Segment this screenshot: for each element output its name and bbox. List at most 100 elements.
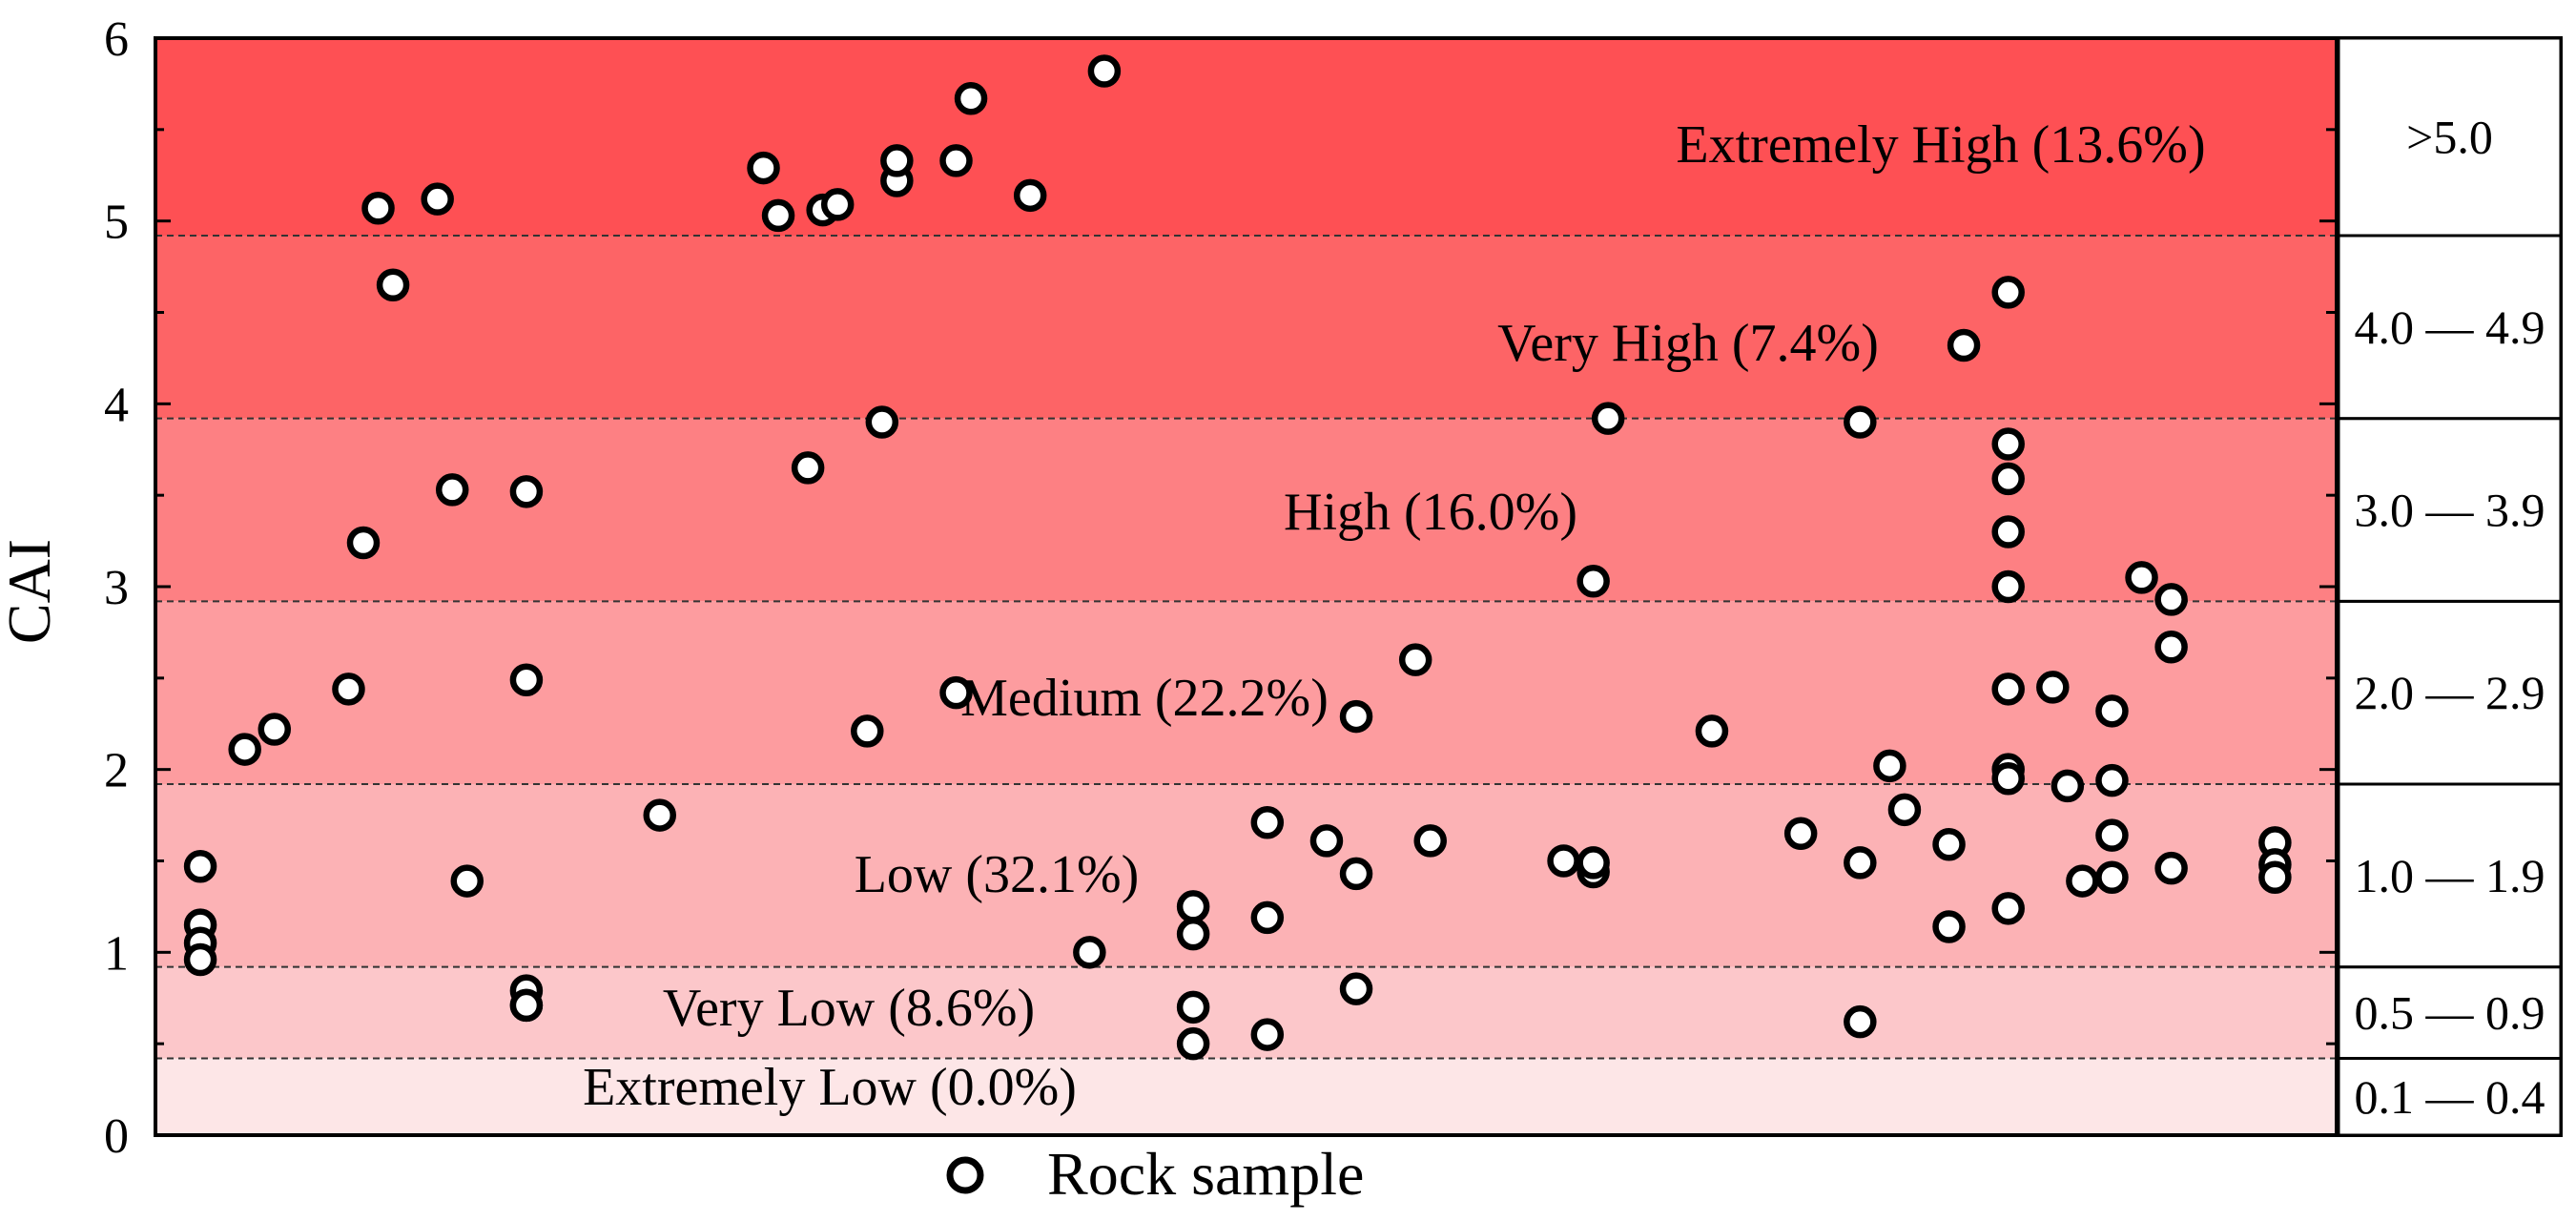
range-cell	[2337, 234, 2563, 421]
data-point	[183, 942, 217, 977]
range-label: 0.5 — 0.9	[2355, 986, 2545, 1040]
y-tick-label: 2	[104, 744, 129, 798]
data-point	[2125, 561, 2158, 594]
data-point	[1577, 565, 1610, 598]
range-label: 4.0 — 4.9	[2355, 300, 2545, 354]
data-point	[228, 733, 261, 766]
data-point	[1176, 990, 1210, 1024]
data-point	[1413, 824, 1447, 858]
y-tick-label: 3	[104, 561, 129, 615]
range-cell	[2337, 965, 2563, 1061]
y-axis-label: CAI	[0, 539, 63, 644]
range-cell	[2337, 36, 2563, 238]
data-point	[1783, 817, 1818, 850]
category-bands	[155, 38, 2335, 1135]
data-point	[1591, 402, 1625, 435]
data-point	[2258, 860, 2292, 894]
range-label: 1.0 — 1.9	[2355, 849, 2545, 902]
data-point	[2066, 864, 2099, 898]
band-extremely-high	[155, 38, 2335, 236]
data-point	[509, 663, 544, 696]
data-point	[1947, 328, 1981, 362]
band-label: Extremely Low (0.0%)	[583, 1058, 1077, 1117]
data-point	[2154, 583, 2188, 616]
range-label: 3.0 — 3.9	[2355, 484, 2545, 537]
data-point	[2050, 769, 2085, 803]
data-point	[1873, 749, 1906, 783]
range-table: 0.1 — 0.4 0.5 — 0.9 1.0 — 1.9 2.0 — 2.9 3.0 …	[2337, 36, 2563, 1137]
data-point	[450, 864, 484, 898]
data-point	[258, 713, 292, 746]
band-label: Medium (22.2%)	[960, 669, 1329, 728]
data-point	[361, 192, 395, 225]
band-label: Very High (7.4%)	[1497, 314, 1879, 373]
data-point	[1073, 936, 1106, 969]
legend-label: Rock sample	[1047, 1140, 1364, 1208]
data-point	[183, 850, 217, 883]
data-point	[2095, 763, 2129, 797]
band-label: Extremely High (13.6%)	[1676, 115, 2205, 175]
y-tick-label: 0	[104, 1109, 129, 1164]
data-point	[1013, 178, 1047, 213]
data-point	[865, 405, 899, 439]
data-point	[1844, 1004, 1877, 1039]
data-point	[1339, 699, 1373, 734]
band-very-high	[155, 236, 2335, 419]
data-point	[939, 675, 973, 710]
y-tick-label: 6	[104, 12, 129, 67]
data-point	[509, 988, 544, 1023]
data-point	[1176, 890, 1210, 923]
data-point	[1339, 857, 1373, 891]
range-label: >5.0	[2406, 111, 2493, 164]
data-point	[2095, 694, 2129, 728]
data-point	[791, 451, 825, 485]
data-point	[1087, 54, 1122, 88]
data-point	[1844, 405, 1877, 439]
data-point	[1547, 844, 1580, 878]
data-point	[1695, 714, 1729, 748]
data-point	[1398, 643, 1432, 676]
range-label: 2.0 — 2.9	[2355, 666, 2545, 719]
data-point	[1991, 892, 2025, 925]
data-point	[939, 144, 973, 177]
data-point	[747, 151, 780, 185]
band-label: High (16.0%)	[1284, 483, 1577, 542]
data-point	[1932, 828, 1966, 861]
band-high	[155, 418, 2335, 602]
data-point	[332, 673, 365, 706]
data-point	[761, 198, 795, 233]
data-point	[435, 473, 469, 507]
data-point	[1577, 846, 1610, 880]
data-point	[954, 82, 988, 115]
legend[interactable]: Rock sample	[946, 1140, 1364, 1208]
legend-marker-icon	[946, 1156, 984, 1194]
range-cell	[2337, 1057, 2563, 1137]
data-point	[820, 188, 855, 221]
data-point	[346, 526, 381, 560]
band-label: Low (32.1%)	[855, 845, 1140, 904]
y-tick-label: 1	[104, 926, 129, 981]
band-labels: Extremely Low (0.0%) Very Low (8.6%) Low (…	[583, 115, 2206, 1117]
data-point	[1250, 900, 1285, 935]
data-point	[1991, 276, 2025, 309]
data-point	[421, 182, 454, 216]
data-point	[2154, 851, 2188, 885]
data-point	[1991, 762, 2025, 796]
data-point	[1991, 569, 2025, 604]
data-point	[1250, 806, 1285, 839]
band-extremely-low	[155, 1058, 2335, 1135]
data-point	[1176, 917, 1210, 951]
data-point	[1932, 910, 1966, 943]
data-point	[1991, 673, 2025, 706]
data-point	[880, 144, 914, 177]
data-points	[183, 54, 2292, 1061]
data-point	[1991, 462, 2025, 496]
data-point	[1176, 1026, 1210, 1061]
data-point	[643, 798, 677, 832]
data-point	[2036, 671, 2070, 704]
band-dividers	[155, 235, 2335, 1060]
range-cell	[2337, 782, 2563, 969]
data-point	[1339, 972, 1373, 1005]
data-point	[1844, 846, 1877, 880]
